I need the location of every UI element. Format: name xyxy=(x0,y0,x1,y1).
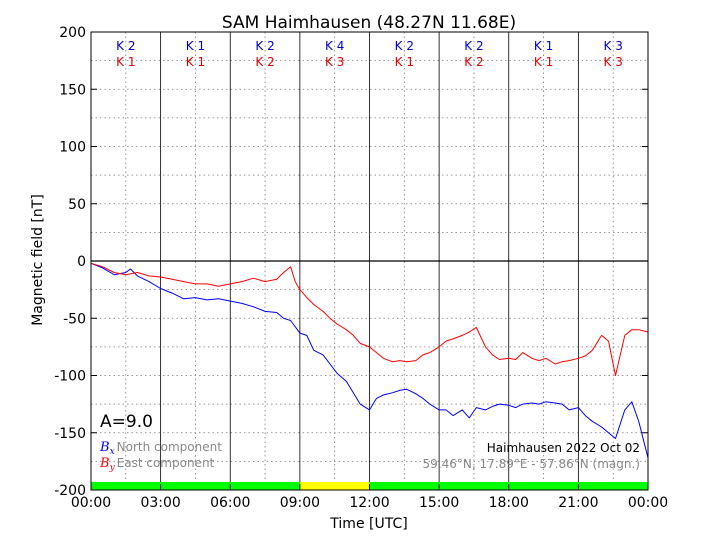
legend-entry-bx: Bx North component xyxy=(99,440,222,457)
k-index-east: K 1 xyxy=(186,55,205,69)
y-tick-label: 100 xyxy=(59,140,86,156)
k-index-north: K 2 xyxy=(464,39,483,53)
x-tick-label: 06:00 xyxy=(210,495,250,511)
legend-bx-symbol: B xyxy=(99,440,110,455)
k-index-north: K 2 xyxy=(116,39,135,53)
activity-segment-active xyxy=(299,481,370,490)
coords-label: 59.46°N, 17.89°E - 57.86°N (magn.) xyxy=(423,457,640,471)
k-index-north: K 1 xyxy=(186,39,205,53)
x-tick-label: 18:00 xyxy=(489,495,529,511)
chart-title: SAM Haimhausen (48.27N 11.68E) xyxy=(222,13,516,33)
x-tick-label: 15:00 xyxy=(419,495,459,511)
series-line-east xyxy=(90,262,649,376)
k-index-east: K 3 xyxy=(604,55,623,69)
x-tick-label: 12:00 xyxy=(349,495,389,511)
y-tick-label: 200 xyxy=(59,25,86,41)
station-label: Haimhausen 2022 Oct 02 xyxy=(487,441,640,455)
legend-entry-by: By East component xyxy=(99,456,215,473)
y-tick-label: -150 xyxy=(54,426,86,442)
x-tick-label: 00:00 xyxy=(71,495,111,511)
k-index-labels: K 2 K 1 K 1 K 1 K 2 K 2 K 4 K 3 K 2 K 1 K 2 K 2 K 1 K… xyxy=(116,39,623,69)
legend-by-symbol: B xyxy=(99,456,110,471)
y-axis-label: Magnetic field [nT] xyxy=(30,194,46,326)
legend-bx-label: North component xyxy=(117,440,223,454)
k-index-east: K 1 xyxy=(534,55,553,69)
a-index-label: A=9.0 xyxy=(100,412,153,432)
k-index-north: K 1 xyxy=(534,39,553,53)
k-index-east: K 2 xyxy=(464,55,483,69)
gridlines xyxy=(91,32,648,490)
series-layer xyxy=(90,262,649,459)
legend-bx-sub: x xyxy=(110,447,115,457)
y-tick-label: 50 xyxy=(68,197,86,213)
k-index-north: K 4 xyxy=(325,39,344,53)
legend: Bx North component By East component xyxy=(99,440,222,473)
y-tick-label: -100 xyxy=(54,369,86,385)
x-tick-label: 09:00 xyxy=(280,495,320,511)
legend-by-label: East component xyxy=(117,456,215,470)
k-index-east: K 1 xyxy=(395,55,414,69)
k-index-north: K 3 xyxy=(604,39,623,53)
k-index-east: K 2 xyxy=(255,55,274,69)
y-axis-ticks: -200 -150 -100 -50 0 50 100 150 200 xyxy=(54,25,648,499)
x-tick-label: 03:00 xyxy=(140,495,180,511)
activity-segment-quiet xyxy=(91,481,300,490)
y-tick-label: 150 xyxy=(59,82,86,98)
x-axis-ticks: 00:00 03:00 06:00 09:00 12:00 15:00 18:00 21:00… xyxy=(71,484,668,511)
series-line-north xyxy=(90,262,649,459)
legend-by-sub: y xyxy=(109,463,116,473)
k-index-north: K 2 xyxy=(395,39,414,53)
y-tick-label: -50 xyxy=(63,311,86,327)
y-tick-label: 0 xyxy=(77,254,86,270)
x-tick-label: 21:00 xyxy=(558,495,598,511)
k-index-east: K 3 xyxy=(325,55,344,69)
k-index-east: K 1 xyxy=(116,55,135,69)
y-tick-label: -200 xyxy=(54,483,86,499)
k-index-north: K 2 xyxy=(255,39,274,53)
x-tick-label: 00:00 xyxy=(628,495,668,511)
x-axis-label: Time [UTC] xyxy=(329,516,407,532)
